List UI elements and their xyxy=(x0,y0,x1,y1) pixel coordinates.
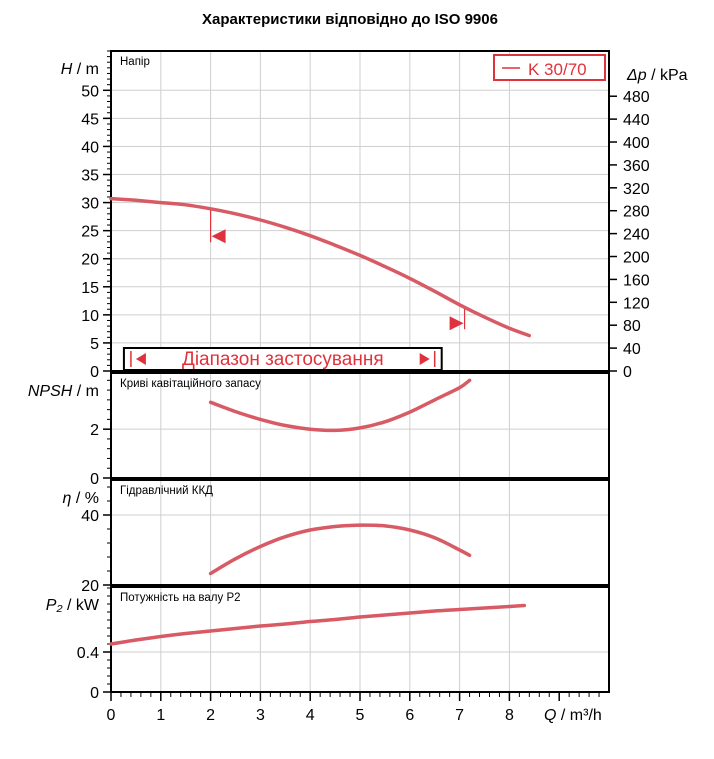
y-tick-label: 40 xyxy=(81,508,99,525)
range-end-arrow xyxy=(419,353,430,365)
x-tick-label: 1 xyxy=(156,707,165,724)
x-tick-label: 2 xyxy=(206,707,215,724)
range-box xyxy=(122,347,443,371)
x-axis-unit: / m³/h xyxy=(556,707,601,724)
marker-arrow-right xyxy=(449,316,464,331)
x-axis-label: Q / m³/h xyxy=(544,707,602,724)
right-tick-label: 120 xyxy=(623,295,650,312)
panel-label: Криві кавітаційного запасу xyxy=(120,378,261,390)
y-axis-unit: / % xyxy=(71,490,99,507)
y-axis-label: NPSH / m xyxy=(28,383,99,400)
x-tick-label: 7 xyxy=(455,707,464,724)
y-axis-unit: / kW xyxy=(63,597,100,614)
y-axis-symbol: P₂ xyxy=(46,597,63,614)
right-tick-label: 200 xyxy=(623,250,650,267)
right-tick-label: 240 xyxy=(623,227,650,244)
y-axis-unit: / m xyxy=(72,383,99,400)
y-tick-label: 50 xyxy=(81,83,99,100)
right-tick-label: 160 xyxy=(623,272,650,289)
y-tick-label: 45 xyxy=(81,111,99,128)
y-tick-label: 5 xyxy=(90,336,99,353)
y-tick-label: 0 xyxy=(90,364,99,381)
panel-label: Гідравлічний ККД xyxy=(120,485,213,497)
y-tick-label: 15 xyxy=(81,280,99,297)
x-tick-label: 8 xyxy=(505,707,514,724)
y-tick-label: 0 xyxy=(90,471,99,488)
y-axis-symbol: η xyxy=(63,490,72,507)
x-tick-label: 6 xyxy=(405,707,414,724)
y-axis-label: H / m xyxy=(61,61,99,78)
right-tick-label: 320 xyxy=(623,181,650,198)
y-tick-label: 35 xyxy=(81,168,99,185)
series-line xyxy=(208,523,472,576)
y-tick-label: 2 xyxy=(90,422,99,439)
panel-2: Криві кавітаційного запасу 0 2 NPSH / m xyxy=(28,372,610,488)
y-axis-symbol: H xyxy=(61,61,73,78)
right-tick-label: 0 xyxy=(623,364,632,381)
x-tick-label: 0 xyxy=(107,707,116,724)
right-axis-unit: / kPa xyxy=(647,67,688,84)
x-tick-label: 4 xyxy=(306,707,315,724)
right-tick-label: 440 xyxy=(623,112,650,129)
right-tick-label: 80 xyxy=(623,318,641,335)
right-tick-label: 480 xyxy=(623,89,650,106)
right-axis-label: Δp / kPa xyxy=(626,67,688,84)
right-axis-symbol: Δp xyxy=(626,67,647,84)
panel-frame xyxy=(110,479,610,586)
x-axis-symbol: Q xyxy=(544,707,556,724)
x-tick-label: 3 xyxy=(256,707,265,724)
right-tick-label: 360 xyxy=(623,158,650,175)
chart-title: Характеристики відповідно до ISO 9906 xyxy=(202,11,498,28)
series-line xyxy=(208,378,472,433)
y-tick-label: 40 xyxy=(81,139,99,156)
y-axis-label: η / % xyxy=(63,490,99,507)
y-axis-label: P₂ / kW xyxy=(46,597,100,614)
x-tick-label: 5 xyxy=(356,707,365,724)
series-line xyxy=(109,603,527,646)
legend-label: K 30/70 xyxy=(528,60,587,79)
panel-4: Потужність на валу P2 0 0.4 P₂ / kW xyxy=(46,586,610,702)
panel-frame xyxy=(110,372,610,479)
y-tick-label: 0 xyxy=(90,685,99,702)
y-tick-label: 25 xyxy=(81,224,99,241)
y-axis-unit: / m xyxy=(72,61,99,78)
right-tick-label: 400 xyxy=(623,135,650,152)
panel-label: Напір xyxy=(120,56,150,68)
panel-1: Напір 0 5 10 15 20 25 30 35 40 45 50 H / m 0 40 80 120 16… xyxy=(61,50,688,381)
range-start-arrow xyxy=(135,353,146,365)
right-tick-label: 280 xyxy=(623,204,650,221)
y-tick-label: 0.4 xyxy=(77,645,99,662)
marker-arrow-left xyxy=(211,229,226,244)
y-tick-label: 20 xyxy=(81,578,99,595)
y-tick-label: 30 xyxy=(81,196,99,213)
y-axis-symbol: NPSH xyxy=(28,383,73,400)
series-line xyxy=(109,196,532,338)
y-tick-label: 20 xyxy=(81,252,99,269)
y-tick-label: 10 xyxy=(81,308,99,325)
range-label: Діапазон застосування xyxy=(182,349,384,370)
panel-label: Потужність на валу P2 xyxy=(120,592,241,604)
right-tick-label: 40 xyxy=(623,341,641,358)
